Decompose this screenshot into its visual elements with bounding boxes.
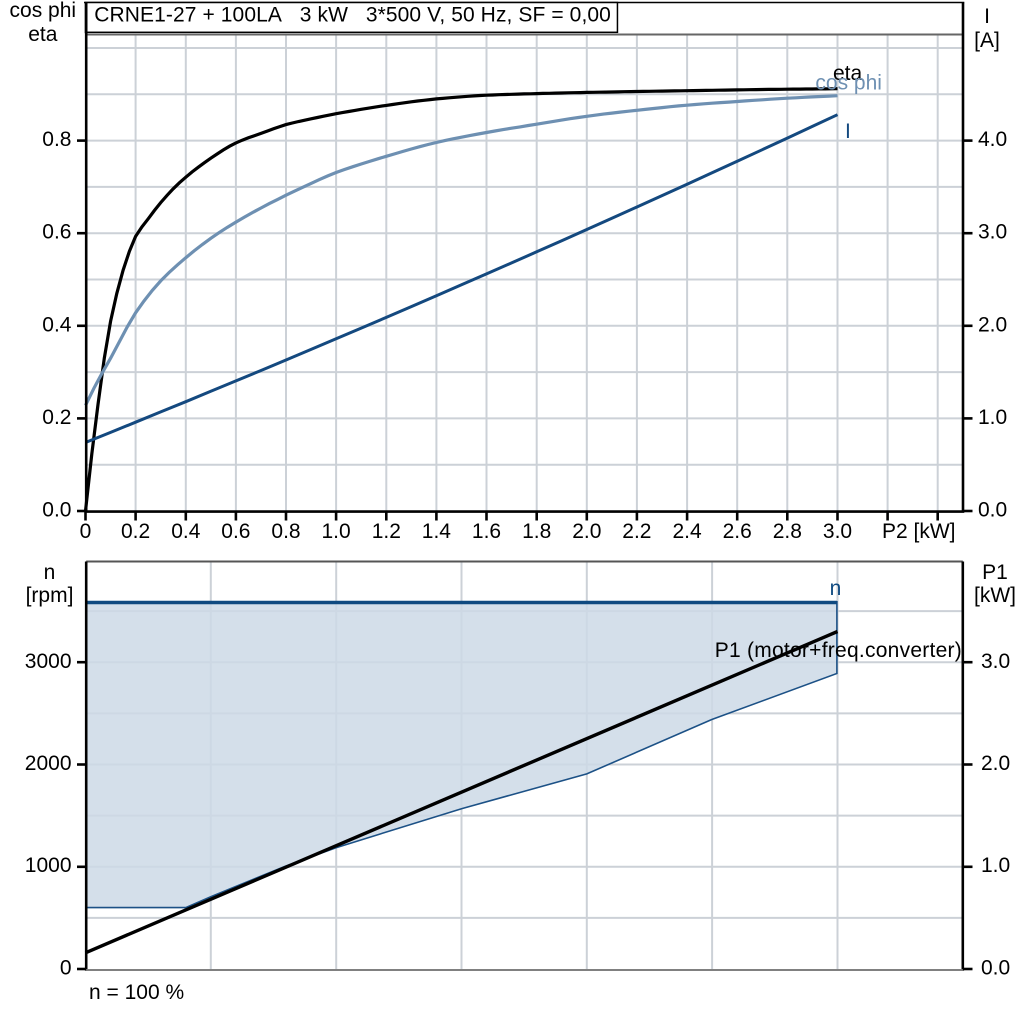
svg-text:0.0: 0.0 (978, 499, 1007, 522)
svg-text:n: n (44, 561, 56, 584)
svg-text:2000: 2000 (25, 752, 72, 775)
svg-text:cos phi: cos phi (10, 0, 77, 22)
svg-text:n: n (830, 577, 842, 600)
svg-text:[kW]: [kW] (974, 584, 1016, 607)
svg-text:eta: eta (833, 62, 863, 85)
svg-text:1.0: 1.0 (321, 520, 350, 543)
svg-text:0.2: 0.2 (42, 406, 71, 429)
svg-text:0.8: 0.8 (271, 520, 300, 543)
svg-text:1.0: 1.0 (981, 854, 1010, 877)
svg-text:2.2: 2.2 (622, 520, 651, 543)
svg-text:[A]: [A] (974, 29, 1000, 52)
svg-text:1.8: 1.8 (522, 520, 551, 543)
svg-text:0.0: 0.0 (981, 957, 1010, 980)
svg-text:1.0: 1.0 (978, 406, 1007, 429)
svg-text:CRNE1-27 + 100LA 3 kW 3*50: CRNE1-27 + 100LA 3 kW 3*500 V, 50 Hz, SF… (94, 4, 611, 27)
svg-text:P1: P1 (982, 561, 1008, 584)
svg-text:P1 (motor+freq.converter): P1 (motor+freq.converter) (715, 639, 962, 662)
svg-text:0: 0 (80, 520, 92, 543)
svg-text:1.4: 1.4 (422, 520, 452, 543)
svg-text:2.0: 2.0 (978, 313, 1007, 336)
svg-text:n = 100 %: n = 100 % (89, 981, 184, 1004)
svg-text:2.0: 2.0 (572, 520, 601, 543)
svg-text:3.0: 3.0 (823, 520, 852, 543)
svg-text:0.0: 0.0 (42, 499, 71, 522)
svg-text:P2 [kW]: P2 [kW] (882, 520, 956, 543)
svg-text:I: I (845, 120, 851, 143)
svg-text:1.6: 1.6 (472, 520, 501, 543)
svg-text:[rpm]: [rpm] (26, 584, 74, 607)
svg-text:3000: 3000 (25, 650, 72, 673)
svg-text:2.8: 2.8 (773, 520, 802, 543)
svg-text:1.2: 1.2 (372, 520, 401, 543)
svg-text:0.2: 0.2 (121, 520, 150, 543)
svg-text:I: I (984, 5, 990, 28)
svg-text:0.8: 0.8 (42, 128, 71, 151)
svg-text:0.4: 0.4 (42, 313, 72, 336)
svg-text:2.6: 2.6 (723, 520, 752, 543)
svg-text:cos phi: cos phi (815, 72, 882, 95)
svg-text:eta: eta (28, 23, 58, 46)
svg-text:1000: 1000 (25, 854, 72, 877)
svg-text:4.0: 4.0 (978, 128, 1007, 151)
svg-text:0.4: 0.4 (171, 520, 201, 543)
svg-text:3.0: 3.0 (981, 650, 1010, 673)
svg-text:2.4: 2.4 (672, 520, 702, 543)
svg-text:3.0: 3.0 (978, 221, 1007, 244)
svg-text:0: 0 (60, 957, 72, 980)
svg-text:0.6: 0.6 (221, 520, 250, 543)
svg-text:2.0: 2.0 (981, 752, 1010, 775)
svg-text:0.6: 0.6 (42, 221, 71, 244)
